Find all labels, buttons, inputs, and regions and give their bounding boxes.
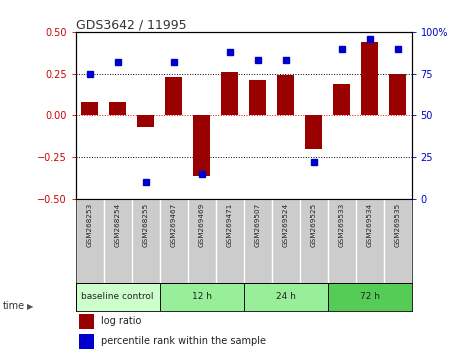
Text: GSM268253: GSM268253 <box>87 203 93 247</box>
Text: baseline control: baseline control <box>81 292 154 301</box>
Text: 24 h: 24 h <box>276 292 296 301</box>
Text: GSM269533: GSM269533 <box>339 203 344 247</box>
Bar <box>159 282 244 311</box>
Bar <box>79 333 94 348</box>
Text: 12 h: 12 h <box>192 292 211 301</box>
Text: ▶: ▶ <box>27 302 34 311</box>
Text: GSM269467: GSM269467 <box>171 203 176 247</box>
Bar <box>165 77 182 115</box>
Text: percentile rank within the sample: percentile rank within the sample <box>101 336 266 346</box>
Text: GSM268255: GSM268255 <box>143 203 149 247</box>
Bar <box>193 115 210 176</box>
Text: GSM269469: GSM269469 <box>199 203 205 247</box>
Text: GSM269525: GSM269525 <box>311 203 316 247</box>
Text: GSM269534: GSM269534 <box>367 203 373 247</box>
Text: GSM269535: GSM269535 <box>394 203 401 247</box>
Bar <box>361 42 378 115</box>
Bar <box>305 115 322 149</box>
Text: 72 h: 72 h <box>359 292 379 301</box>
Bar <box>389 74 406 115</box>
Text: GDS3642 / 11995: GDS3642 / 11995 <box>76 19 186 32</box>
Bar <box>249 80 266 115</box>
Text: GSM268254: GSM268254 <box>114 203 121 247</box>
Bar <box>277 75 294 115</box>
Bar <box>109 102 126 115</box>
Text: log ratio: log ratio <box>101 316 141 326</box>
Bar <box>327 282 412 311</box>
Bar <box>79 314 94 329</box>
Text: time: time <box>2 301 25 311</box>
Bar <box>76 282 159 311</box>
Bar <box>333 84 350 115</box>
Bar <box>244 282 327 311</box>
Bar <box>137 115 154 127</box>
Bar <box>81 102 98 115</box>
Text: GSM269507: GSM269507 <box>254 203 261 247</box>
Bar <box>221 72 238 115</box>
Text: GSM269471: GSM269471 <box>227 203 233 247</box>
Text: GSM269524: GSM269524 <box>282 203 289 247</box>
